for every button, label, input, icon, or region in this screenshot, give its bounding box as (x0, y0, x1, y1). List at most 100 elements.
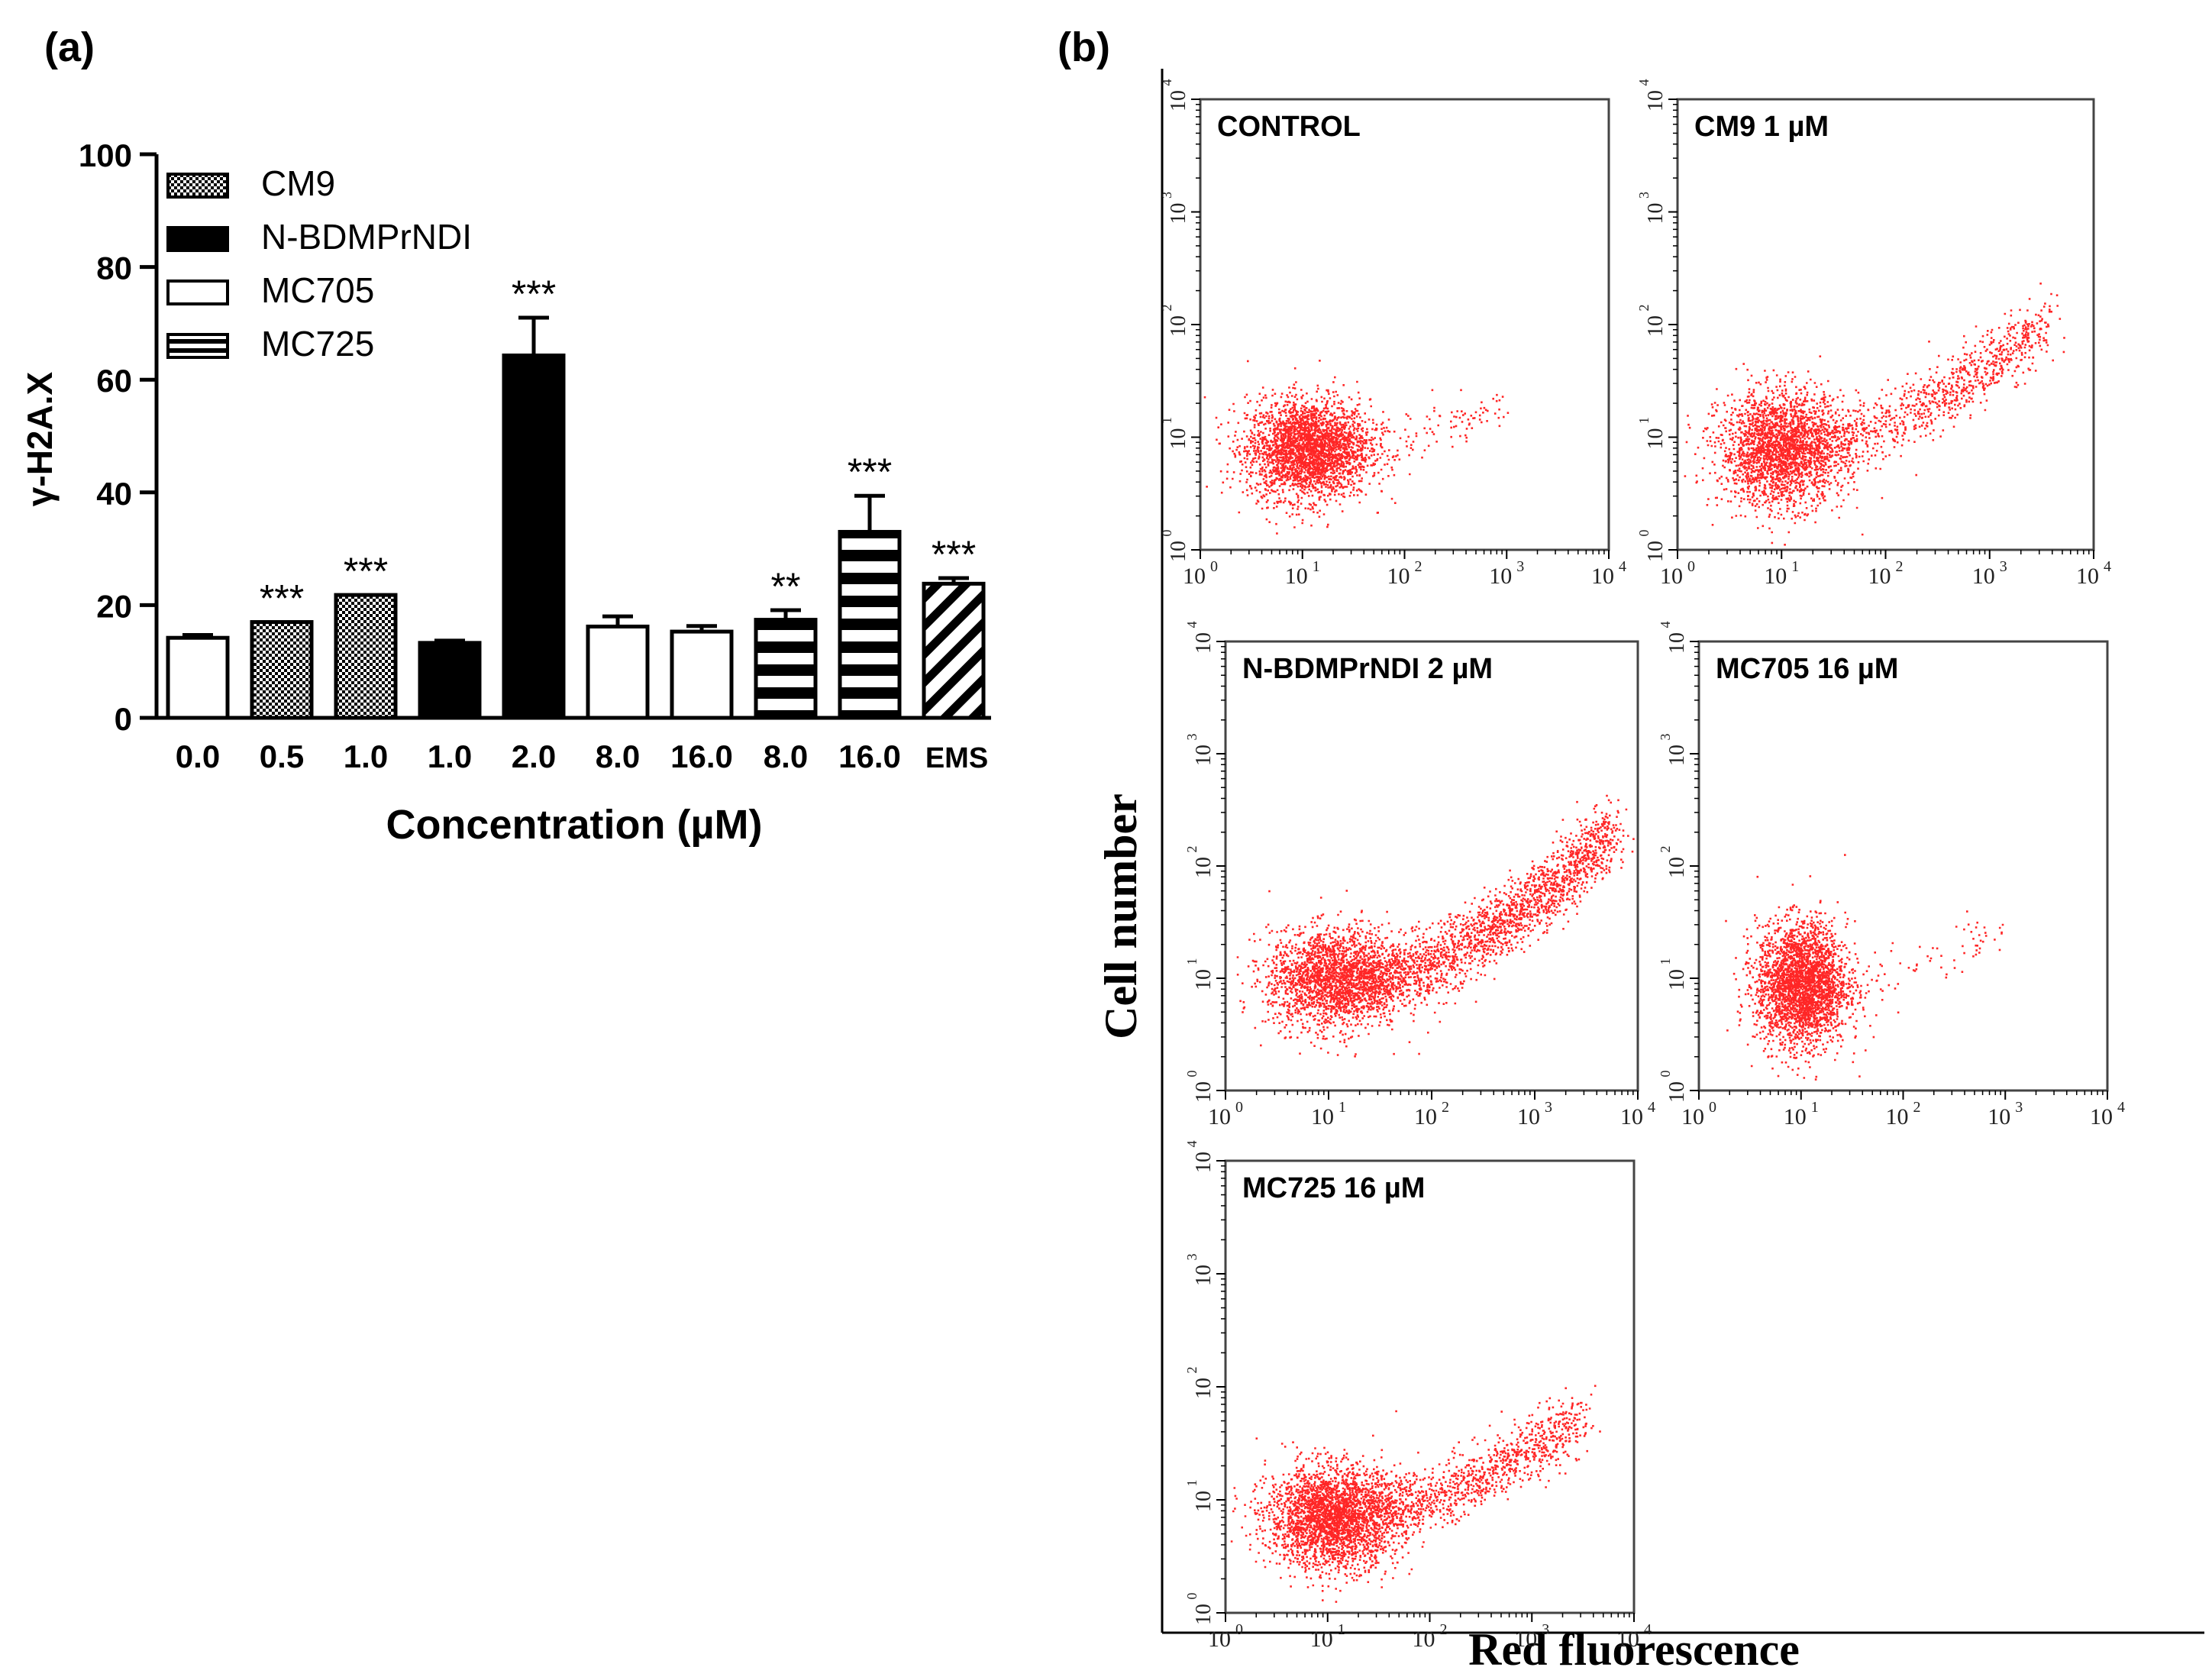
y-tick-label: 80 (96, 250, 132, 286)
x-tick-exponent: 2 (1440, 1621, 1448, 1638)
y-tick-label: 10 (1192, 969, 1216, 990)
flow-plot-title: CM9 1 µM (1694, 111, 1829, 143)
y-axis-title: γ-H2A.X (20, 371, 60, 506)
bar (838, 529, 902, 720)
y-tick-exponent: 1 (1184, 958, 1200, 965)
panel-a-label: (a) (44, 24, 95, 70)
significance-label: *** (344, 550, 388, 593)
y-tick-label: 10 (1644, 203, 1668, 225)
y-tick-exponent: 4 (1184, 622, 1200, 628)
x-tick-exponent: 1 (1338, 1621, 1345, 1638)
flow-plot-frame (1697, 640, 2109, 1092)
y-tick-label: 10 (1192, 857, 1216, 878)
y-tick-label: 10 (1644, 541, 1668, 562)
bar (166, 635, 230, 720)
x-tick-exponent: 1 (1811, 1099, 1819, 1116)
y-tick-label: 10 (1644, 315, 1668, 337)
x-tick-label: 10 (1591, 564, 1614, 589)
x-tick-label: 8.0 (764, 738, 808, 774)
y-tick-label: 100 (79, 137, 132, 173)
x-tick-label: 2.0 (512, 738, 556, 774)
y-tick-label: 0 (115, 701, 132, 737)
y-tick-exponent: 3 (1184, 1254, 1200, 1261)
y-tick-label: 10 (1665, 632, 1689, 654)
bar (502, 353, 566, 720)
x-tick-label: 16.0 (838, 738, 901, 774)
y-tick-exponent: 3 (1658, 734, 1673, 741)
x-tick-exponent: 2 (1913, 1099, 1921, 1116)
x-tick-exponent: 1 (1791, 558, 1799, 575)
y-tick-exponent: 0 (1184, 1593, 1200, 1600)
y-tick-label: 10 (1665, 1081, 1689, 1103)
y-tick-exponent: 3 (1636, 192, 1652, 199)
x-tick-label: 10 (1660, 564, 1683, 589)
legend-label: CM9 (261, 163, 335, 203)
significance-label: *** (512, 273, 556, 315)
x-tick-label: 10 (2076, 564, 2099, 589)
x-tick-exponent: 3 (1542, 1621, 1549, 1638)
panel-b-label: (b) (1058, 24, 1110, 70)
flow-plot-frame (1224, 640, 1639, 1092)
x-tick-exponent: 0 (1235, 1099, 1243, 1116)
x-tick-label: 10 (1514, 1627, 1537, 1652)
flow-y-axis-title: Cell number (1096, 793, 1146, 1039)
legend-swatch (166, 333, 229, 359)
x-tick-exponent: 3 (2000, 558, 2007, 575)
y-tick-exponent: 2 (1184, 1367, 1200, 1374)
y-tick-label: 10 (1192, 1604, 1216, 1625)
y-tick-exponent: 2 (1159, 305, 1174, 312)
bar (250, 620, 314, 720)
legend-swatch (166, 226, 229, 252)
x-tick-exponent: 3 (1516, 558, 1524, 575)
y-tick-exponent: 4 (1636, 79, 1652, 86)
y-tick-label: 10 (1665, 857, 1689, 878)
scatter-points (1725, 854, 2004, 1081)
y-tick-exponent: 4 (1159, 79, 1174, 86)
x-tick-label: 10 (1988, 1104, 2010, 1129)
y-tick-label: 40 (96, 476, 132, 512)
bar (754, 618, 818, 720)
x-tick-label: 10 (1285, 564, 1308, 589)
y-tick-exponent: 0 (1159, 530, 1174, 537)
significance-label: *** (848, 451, 892, 493)
scatter-points (1684, 283, 2065, 546)
scatter-points (1230, 1385, 1601, 1603)
x-tick-exponent: 1 (1313, 558, 1320, 575)
flow-plot-title: MC725 16 µM (1242, 1172, 1425, 1204)
flow-x-axis-title: Red fluorescence (1468, 1624, 1800, 1675)
x-tick-label: 10 (1489, 564, 1512, 589)
y-tick-exponent: 1 (1658, 958, 1673, 965)
flow-plot-frame (1224, 1159, 1636, 1614)
x-tick-exponent: 4 (2117, 1099, 2125, 1116)
y-tick-label: 10 (1192, 1378, 1216, 1399)
y-tick-label: 10 (1167, 203, 1190, 225)
y-tick-label: 10 (1192, 745, 1216, 766)
legend-swatch (166, 280, 229, 305)
gamma-h2ax-bar-chart: 0 20 40 60 80 100 γ-H2A.X Concentration (µM) 0.0… (20, 137, 991, 848)
x-tick-exponent: 2 (1415, 558, 1422, 575)
significance-label: *** (932, 533, 976, 576)
x-tick-label: 10 (1183, 564, 1206, 589)
x-tick-label: EMS (925, 742, 988, 774)
x-tick-label: 0.5 (260, 738, 304, 774)
y-tick-exponent: 4 (1184, 1141, 1200, 1148)
x-tick-label: 10 (1616, 1627, 1639, 1652)
x-tick-label: 10 (1681, 1104, 1704, 1129)
bar (334, 593, 398, 720)
y-tick-exponent: 3 (1184, 734, 1200, 741)
y-tick-exponent: 2 (1184, 846, 1200, 853)
x-tick-label: 10 (2090, 1104, 2113, 1129)
x-tick-exponent: 3 (1545, 1099, 1552, 1116)
x-tick-label: 1.0 (344, 738, 388, 774)
x-tick-exponent: 2 (1896, 558, 1904, 575)
legend-label: N-BDMPrNDI (261, 217, 472, 257)
legend-label: MC705 (261, 270, 374, 310)
significance-label: ** (771, 565, 801, 608)
x-axis-title: Concentration (µM) (386, 802, 762, 848)
x-tick-exponent: 0 (1235, 1621, 1243, 1638)
x-tick-exponent: 0 (1210, 558, 1218, 575)
